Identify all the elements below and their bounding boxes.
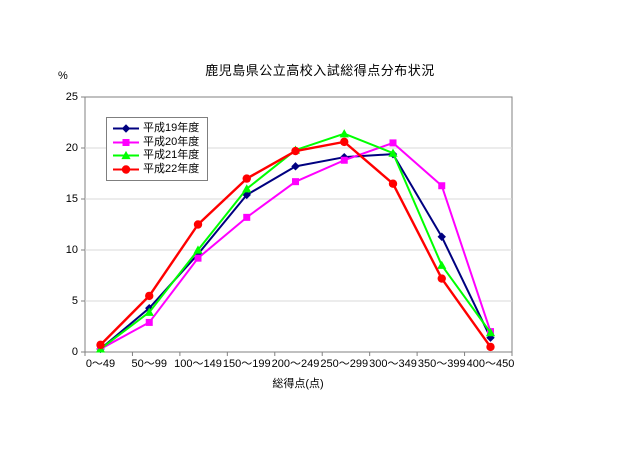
marker-circle — [340, 137, 349, 147]
legend-key-triangle — [113, 151, 139, 160]
marker-square — [122, 138, 130, 146]
marker-circle — [145, 291, 154, 301]
legend-label: 平成20年度 — [143, 135, 200, 148]
x-tick-label: 400～450 — [466, 358, 515, 370]
marker-circle — [193, 220, 203, 229]
x-tick-label: 300～349 — [369, 358, 417, 370]
x-tick-label: 0～49 — [85, 358, 116, 370]
y-tick-label: 0 — [71, 346, 78, 358]
marker-square — [194, 254, 202, 262]
marker-square — [389, 139, 397, 147]
y-axis-unit-label: % — [58, 70, 68, 82]
legend-item-平成22年度: 平成22年度 — [113, 163, 199, 177]
legend: 平成19年度 平成20年度 平成21年度 平成22年度 — [106, 117, 209, 181]
marker-square — [340, 156, 348, 164]
legend-key-square — [113, 138, 139, 146]
marker-square — [243, 213, 251, 221]
legend-key-diamond — [113, 124, 139, 133]
marker-circle — [437, 274, 446, 283]
marker-triangle — [339, 129, 349, 138]
marker-diamond — [291, 162, 300, 171]
x-tick-label: 200～249 — [271, 358, 320, 370]
marker-circle — [242, 174, 251, 183]
y-tick-label: 25 — [65, 91, 78, 103]
x-tick-label: 350～399 — [417, 358, 466, 370]
marker-circle — [121, 165, 131, 174]
x-tick-label: 50～99 — [131, 358, 167, 370]
marker-circle — [486, 342, 495, 352]
marker-square — [438, 182, 446, 190]
x-axis-title: 総得点(点) — [272, 378, 324, 390]
marker-circle — [388, 179, 398, 188]
marker-circle — [291, 146, 300, 156]
legend-label: 平成19年度 — [143, 122, 200, 135]
legend-item-平成21年度: 平成21年度 — [113, 149, 199, 163]
x-tick-label: 100～149 — [174, 358, 222, 370]
legend-label: 平成21年度 — [143, 149, 200, 162]
marker-square — [292, 178, 299, 186]
marker-diamond — [437, 232, 446, 241]
legend-item-平成20年度: 平成20年度 — [113, 136, 199, 150]
marker-triangle — [388, 148, 398, 157]
legend-key-circle — [113, 165, 139, 174]
marker-triangle — [242, 184, 252, 193]
chart-title: 鹿児島県公立高校入試総得点分布状況 — [205, 63, 435, 78]
marker-triangle — [485, 328, 496, 337]
marker-triangle — [144, 307, 154, 316]
y-tick-label: 10 — [65, 244, 78, 256]
x-tick-label: 250～299 — [320, 358, 369, 370]
legend-label: 平成22年度 — [143, 162, 200, 175]
marker-triangle — [437, 260, 447, 269]
x-tick-label: 150～199 — [222, 358, 271, 370]
legend-item-平成19年度: 平成19年度 — [113, 122, 199, 136]
y-tick-label: 15 — [65, 193, 78, 205]
marker-diamond — [121, 124, 131, 133]
marker-triangle — [193, 245, 203, 254]
marker-triangle — [121, 151, 131, 160]
y-tick-label: 5 — [71, 295, 78, 307]
marker-square — [145, 318, 153, 326]
plot-border — [84, 96, 513, 353]
marker-circle — [96, 340, 105, 350]
y-tick-label: 20 — [65, 142, 78, 154]
